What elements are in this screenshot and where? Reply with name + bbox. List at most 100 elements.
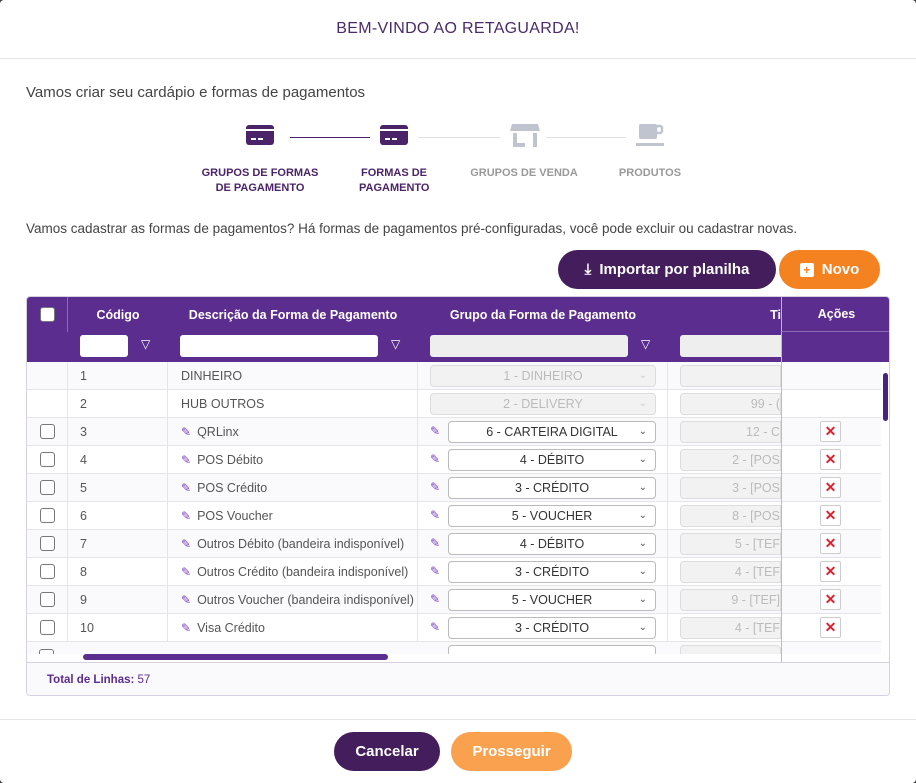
description-cell[interactable]: ✎ Visa Crédito [168,614,418,642]
code-cell: 9 [68,586,168,614]
group-select[interactable]: 3 - CRÉDITO ⌄ [448,477,656,499]
table-row: 5 ✎ POS Crédito ✎ 3 - CRÉDITO ⌄ 3 - [POS ✕ [27,474,881,502]
filter-icon[interactable]: ▽ [391,337,401,351]
delete-button[interactable]: ✕ [820,449,841,470]
code-cell: 7 [68,530,168,558]
step-1: GRUPOS DE FORMAS DE PAGAMENTO [190,120,330,196]
pencil-icon[interactable]: ✎ [430,564,441,578]
type-filter-input[interactable] [680,335,781,357]
pencil-icon[interactable]: ✎ [181,592,192,607]
store-icon [510,124,540,147]
delete-button[interactable]: ✕ [820,561,841,582]
group-select[interactable]: 4 - DÉBITO ⌄ [448,449,656,471]
pencil-icon[interactable]: ✎ [181,452,192,467]
vertical-scrollbar[interactable] [883,373,888,421]
proceed-button[interactable]: Prosseguir [451,732,572,771]
filter-icon[interactable]: ▽ [641,337,651,351]
delete-button[interactable]: ✕ [820,533,841,554]
import-spreadsheet-button[interactable]: ⤓ Importar por planilha [558,250,776,289]
delete-button[interactable]: ✕ [820,617,841,638]
step-connector [546,137,626,138]
pencil-icon[interactable]: ✎ [430,452,441,466]
delete-button[interactable]: ✕ [820,589,841,610]
table-row: 6 ✎ POS Voucher ✎ 5 - VOUCHER ⌄ 8 - [POS ✕ [27,502,881,530]
code-filter-input[interactable] [80,335,128,357]
coffee-cup-icon [636,124,664,146]
horizontal-scrollbar[interactable] [83,654,388,660]
description-cell[interactable]: DINHEIRO [168,362,418,390]
select-all-checkbox[interactable] [39,307,55,322]
group-select[interactable]: 5 - VOUCHER ⌄ [448,589,656,611]
table-row: 10 ✎ Visa Crédito ✎ 3 - CRÉDITO ⌄ 4 - [TEF ✕ [27,614,881,642]
delete-button[interactable]: ✕ [820,421,841,442]
pencil-icon[interactable]: ✎ [430,480,441,494]
delete-button[interactable]: ✕ [820,477,841,498]
row-checkbox[interactable] [39,536,55,551]
row-checkbox[interactable] [39,620,55,635]
table-row [27,642,881,654]
column-header-description[interactable]: Descrição da Forma de Pagamento [168,297,418,332]
filter-icon[interactable]: ▽ [141,337,151,351]
chevron-down-icon: ⌄ [638,538,647,549]
chevron-down-icon: ⌄ [638,622,647,633]
description-filter-input[interactable] [180,335,378,357]
pencil-icon[interactable]: ✎ [181,508,192,523]
table-row: 7 ✎ Outros Débito (bandeira indisponível) ✎… [27,530,881,558]
row-checkbox[interactable] [39,592,55,607]
step-label: GRUPOS DE VENDA [470,167,578,179]
group-select[interactable]: 3 - CRÉDITO ⌄ [448,617,656,639]
column-header-type[interactable]: Ti [668,297,781,332]
group-select[interactable]: 6 - CARTEIRA DIGITAL ⌄ [448,421,656,443]
pencil-icon[interactable]: ✎ [181,424,192,439]
pencil-icon[interactable]: ✎ [181,536,192,551]
chevron-down-icon: ⌄ [638,398,647,409]
column-header-group[interactable]: Grupo da Forma de Pagamento [418,297,668,332]
total-rows: 57 [137,674,151,686]
pencil-icon[interactable]: ✎ [430,508,441,522]
row-checkbox[interactable] [39,480,55,495]
code-cell: 5 [68,474,168,502]
description-cell[interactable]: ✎ POS Crédito [168,474,418,502]
column-header-code[interactable]: Código [68,297,168,332]
pencil-icon[interactable]: ✎ [430,424,441,438]
pencil-icon[interactable]: ✎ [181,564,192,579]
row-checkbox[interactable] [39,424,55,439]
group-filter-input[interactable] [430,335,628,357]
chevron-down-icon: ⌄ [638,594,647,605]
code-cell: 8 [68,558,168,586]
close-icon: ✕ [824,535,837,551]
row-checkbox[interactable] [39,564,55,579]
description-cell[interactable]: ✎ Outros Débito (bandeira indisponível) [168,530,418,558]
type-select: 3 - [POS [680,477,781,499]
grid-footer: Total de Linhas: 57 [27,662,889,695]
step-2: FORMAS DE PAGAMENTO [324,120,464,196]
modal-title: BEM-VINDO AO RETAGUARDA! [0,0,916,59]
group-select[interactable]: 3 - CRÉDITO ⌄ [448,561,656,583]
description-cell[interactable]: ✎ POS Voucher [168,502,418,530]
pencil-icon[interactable]: ✎ [430,620,441,634]
pencil-icon[interactable]: ✎ [181,480,192,495]
row-checkbox[interactable] [39,452,55,467]
cancel-button[interactable]: Cancelar [334,732,440,771]
new-button[interactable]: + Novo [779,250,880,289]
pencil-icon[interactable]: ✎ [430,536,441,550]
description-cell[interactable]: ✎ Outros Crédito (bandeira indisponível) [168,558,418,586]
description-cell[interactable]: ✎ Outros Voucher (bandeira indisponível) [168,586,418,614]
description-cell[interactable]: HUB OUTROS [168,390,418,418]
chevron-down-icon: ⌄ [638,454,647,465]
close-icon: ✕ [824,479,837,495]
delete-button[interactable]: ✕ [820,505,841,526]
group-select[interactable]: 4 - DÉBITO ⌄ [448,533,656,555]
group-select[interactable]: 5 - VOUCHER ⌄ [448,505,656,527]
modal-footer: Cancelar Prosseguir [0,719,916,783]
code-cell: 6 [68,502,168,530]
type-select: 4 - [TEF [680,561,781,583]
description-cell[interactable]: ✎ POS Débito [168,446,418,474]
step-connector [418,137,500,138]
pencil-icon[interactable]: ✎ [181,620,192,635]
pencil-icon[interactable]: ✎ [430,592,441,606]
column-header-actions: Ações [781,297,889,332]
row-checkbox[interactable] [39,508,55,523]
table-row: 3 ✎ QRLinx ✎ 6 - CARTEIRA DIGITAL ⌄ 12 - C ✕ [27,418,881,446]
description-cell[interactable]: ✎ QRLinx [168,418,418,446]
